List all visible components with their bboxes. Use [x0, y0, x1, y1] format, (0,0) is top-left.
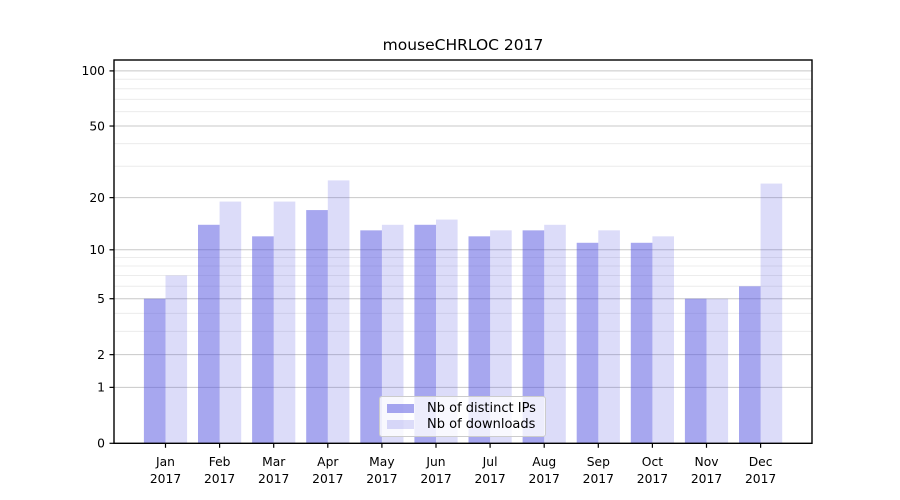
y-tick-label: 5	[97, 292, 105, 306]
legend-label-downloads: Nb of downloads	[427, 417, 536, 432]
x-tick-label: Feb 2017	[204, 455, 235, 486]
bar-distinct-ips	[684, 298, 707, 444]
bar-downloads	[327, 180, 350, 444]
x-tick-label: Mar 2017	[258, 455, 289, 486]
bar-downloads	[652, 236, 674, 444]
y-tick-label: 20	[89, 191, 105, 205]
legend-label-distinct-ips: Nb of distinct IPs	[427, 401, 536, 416]
bar-downloads	[165, 275, 188, 444]
bar-downloads	[598, 230, 620, 444]
y-tick-label: 1	[97, 381, 105, 395]
x-tick-label: Oct 2017	[637, 455, 668, 486]
x-tick-label: Apr 2017	[312, 455, 343, 486]
x-tick-label: Nov 2017	[691, 455, 722, 486]
y-tick-label: 2	[97, 348, 105, 362]
bar-distinct-ips	[306, 210, 328, 444]
legend-item-downloads: Nb of downloads	[387, 418, 537, 431]
x-tick-label: Sep 2017	[583, 455, 614, 486]
y-tick-label: 0	[97, 437, 105, 451]
legend-swatch-downloads	[387, 420, 414, 429]
x-tick-label: Jun 2017	[420, 455, 451, 486]
y-tick-label: 10	[89, 243, 105, 257]
bar-downloads	[273, 201, 296, 444]
chart-legend: Nb of distinct IPs Nb of downloads	[379, 396, 546, 437]
bar-distinct-ips	[576, 242, 599, 444]
y-tick-label: 100	[82, 64, 105, 78]
plot-border	[113, 59, 813, 444]
bar-distinct-ips	[739, 286, 761, 444]
bar-distinct-ips	[522, 230, 545, 444]
chart-title: mouseCHRLOC 2017	[382, 36, 544, 54]
bar-downloads	[381, 224, 404, 444]
x-tick-label: Dec 2017	[745, 455, 776, 486]
bar-downloads	[706, 298, 729, 444]
bar-downloads	[219, 201, 242, 444]
bar-distinct-ips	[468, 236, 491, 444]
x-tick-label: Aug 2017	[529, 455, 560, 486]
bar-distinct-ips	[630, 242, 653, 444]
x-tick-label: May 2017	[366, 455, 397, 486]
bar-distinct-ips	[198, 224, 220, 444]
bar-downloads	[760, 183, 783, 444]
bar-downloads	[544, 224, 566, 444]
legend-item-distinct-ips: Nb of distinct IPs	[387, 402, 537, 415]
bar-distinct-ips	[252, 236, 274, 444]
bar-distinct-ips	[360, 230, 382, 444]
x-tick-label: Jan 2017	[150, 455, 181, 486]
x-tick-label: Jul 2017	[474, 455, 505, 486]
bar-downloads	[490, 230, 512, 444]
y-tick-label: 50	[89, 119, 105, 133]
bar-downloads	[436, 219, 458, 444]
bar-distinct-ips	[414, 224, 436, 444]
legend-swatch-distinct-ips	[387, 404, 414, 413]
bar-distinct-ips	[143, 298, 166, 444]
